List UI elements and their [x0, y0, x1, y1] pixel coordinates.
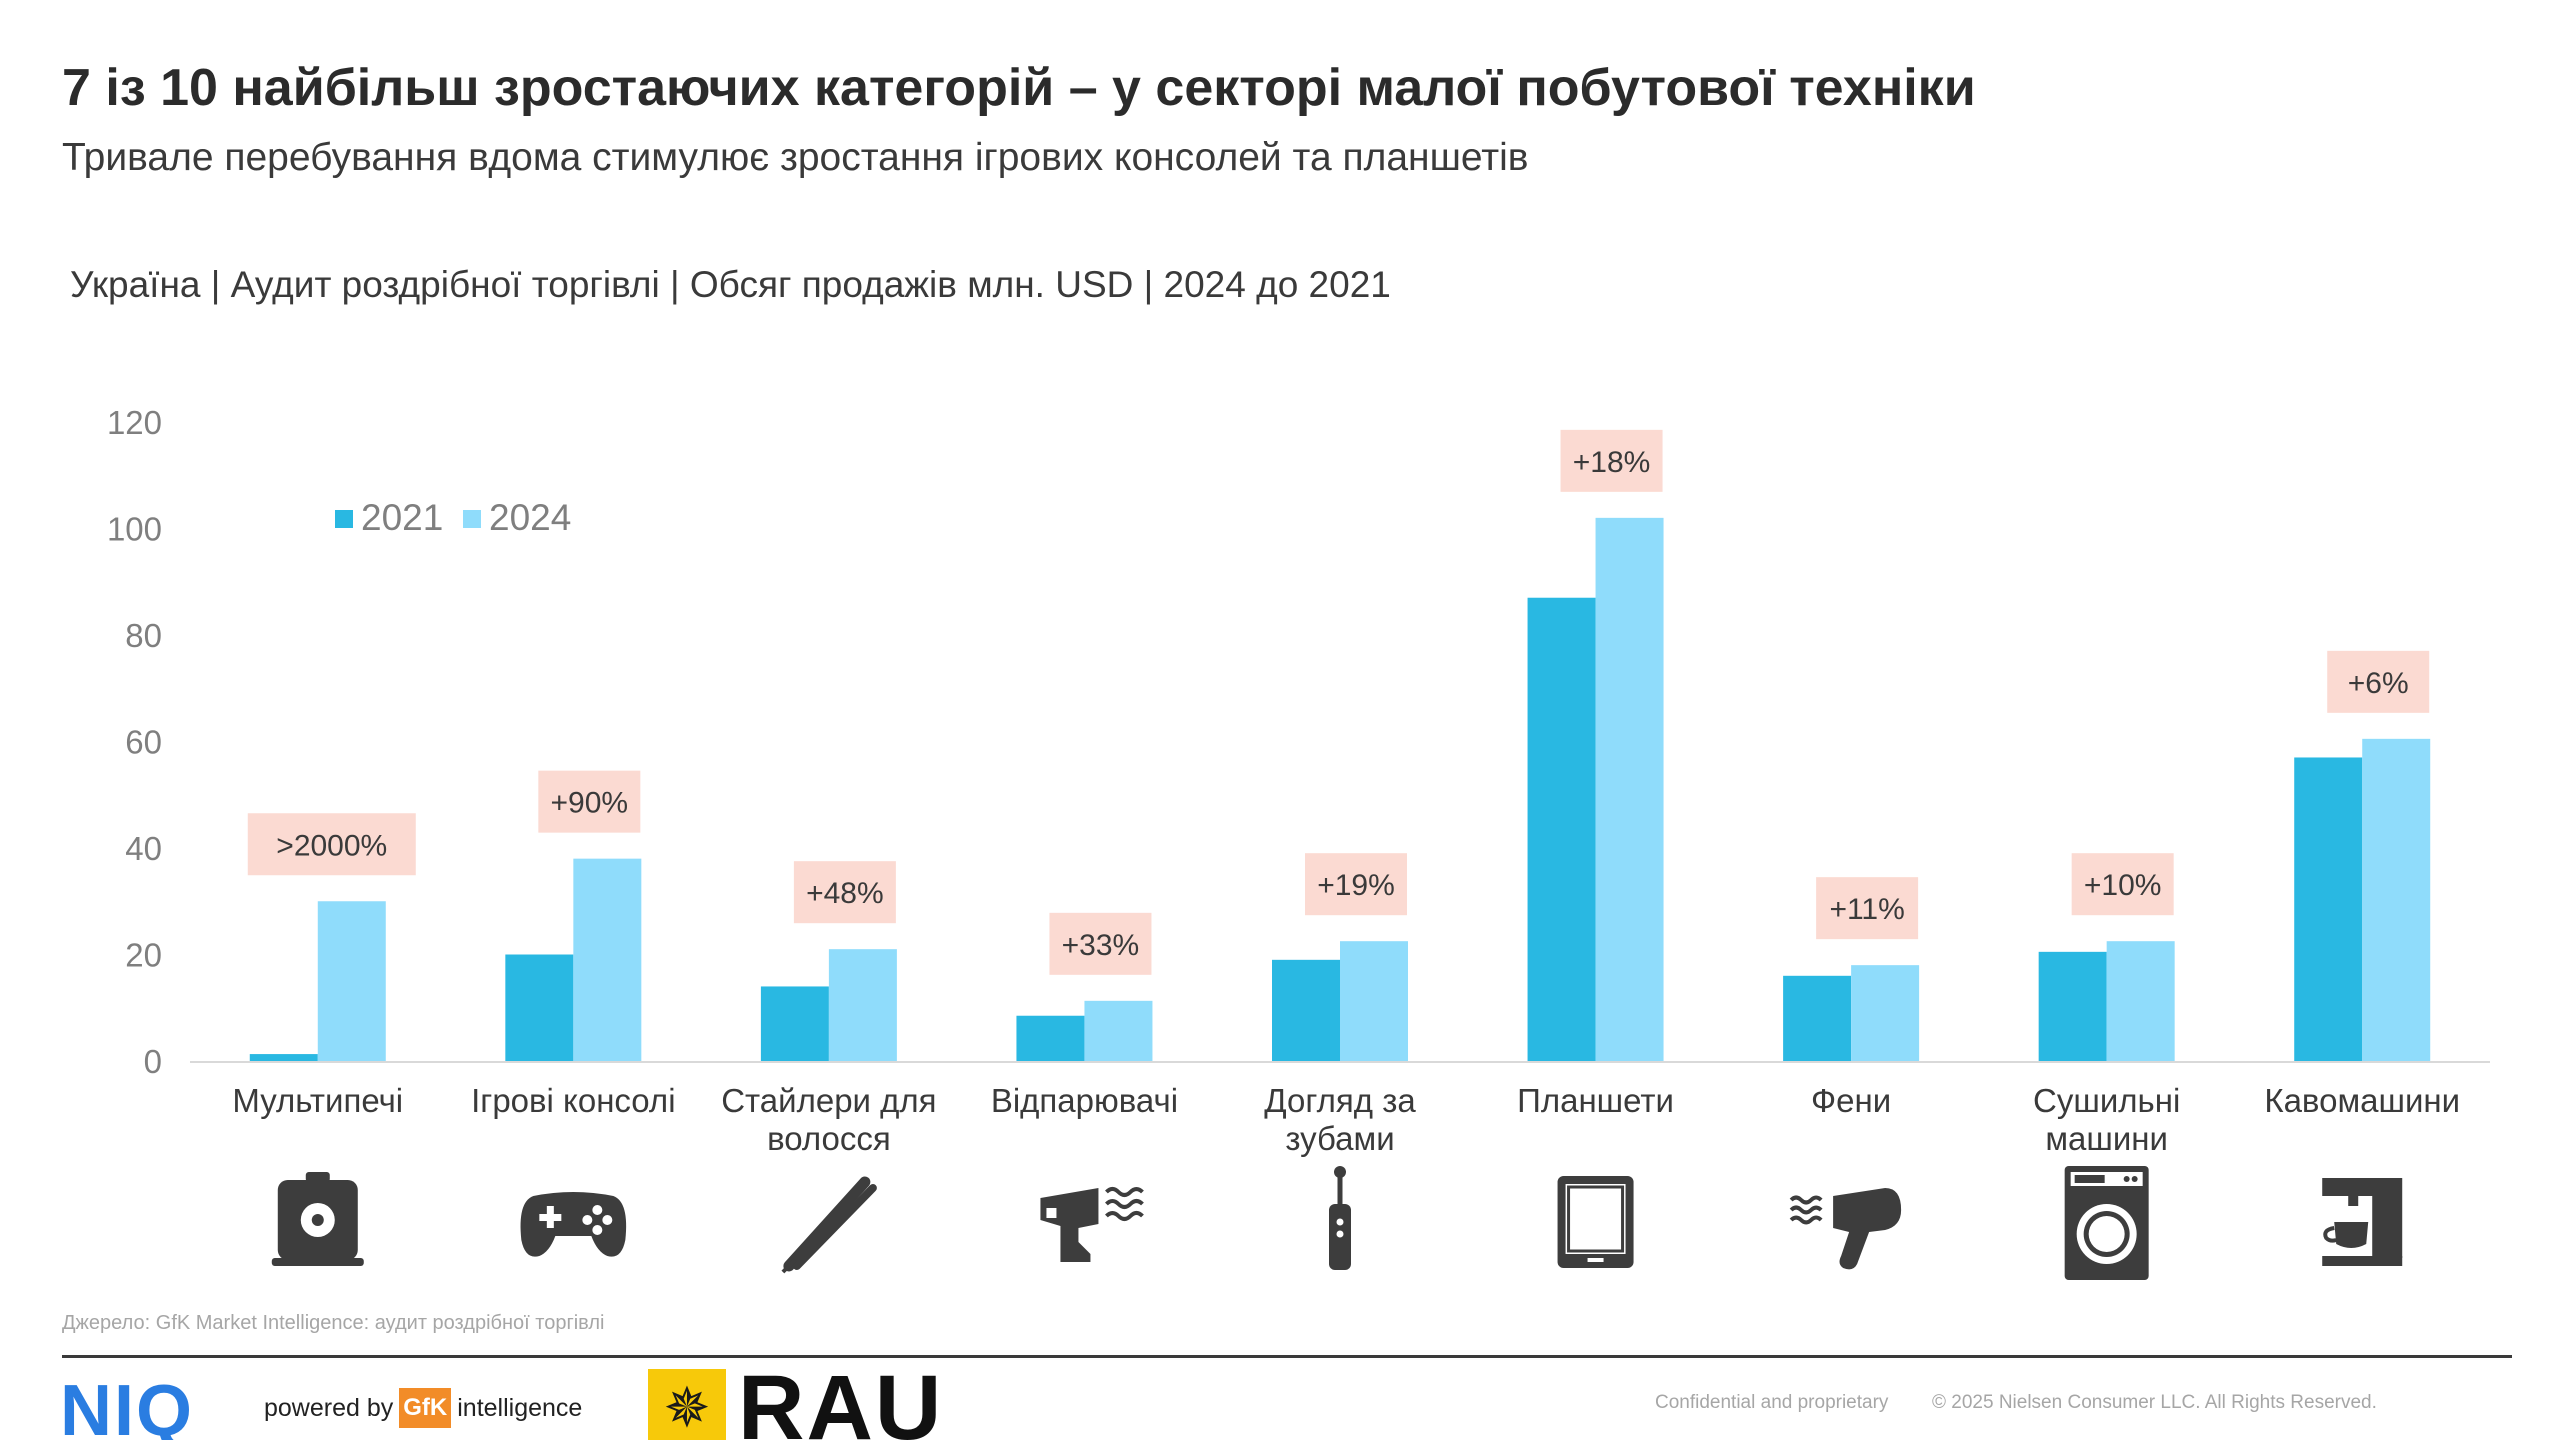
bar-2024: [828, 949, 897, 1061]
growth-label: +10%: [2084, 869, 2162, 902]
legend-swatch-2021: [335, 510, 353, 528]
legend-label-2024: 2024: [489, 497, 571, 538]
growth-label-bg: [2071, 853, 2174, 916]
bar-chart: 0 20 40 60 80 100 120 2021 2024 >2000% Мультипечі +…: [107, 404, 2490, 1280]
bar-2024: [1851, 965, 1920, 1061]
category-label: Стайлери для: [721, 1082, 936, 1119]
growth-label-bg: [2327, 650, 2430, 713]
page-subtitle: Тривале перебування вдома стимулює зрост…: [62, 136, 1529, 179]
bar-2024: [2362, 738, 2431, 1061]
category-label: зубами: [1285, 1120, 1394, 1157]
category-group: +11% Фени: [1783, 877, 1920, 1119]
category-label: Кавомашини: [2264, 1082, 2460, 1119]
y-tick-label: 0: [144, 1043, 162, 1080]
electric-toothbrush-icon: [1329, 1166, 1351, 1270]
growth-label-bg: [1049, 912, 1152, 975]
bar-2021: [2038, 951, 2107, 1061]
bar-2024: [317, 901, 386, 1061]
category-label: Мультипечі: [232, 1082, 403, 1119]
category-label: Догляд за: [1264, 1082, 1416, 1119]
dryer-machine-icon: [2064, 1166, 2149, 1280]
legend-swatch-2024: [463, 510, 481, 528]
intelligence-text: intelligence: [457, 1393, 583, 1422]
bar-2021: [249, 1054, 318, 1061]
category-label: Сушильні: [2033, 1082, 2180, 1119]
growth-label-bg: [247, 813, 416, 876]
bar-2021: [1016, 1015, 1085, 1061]
growth-label: +11%: [1829, 893, 1904, 926]
bar-2021: [1272, 959, 1340, 1061]
category-label: Відпарювачі: [991, 1082, 1178, 1119]
growth-label-bg: [1816, 877, 1919, 940]
bar-2024: [573, 858, 642, 1061]
bar-2021: [1527, 597, 1596, 1061]
y-tick-label: 100: [107, 511, 162, 548]
category-group: +18% Планшети: [1517, 429, 1674, 1119]
growth-label: +48%: [806, 877, 884, 910]
y-tick-label: 40: [125, 830, 162, 867]
growth-label: +90%: [551, 787, 629, 820]
gfk-logo: GfK: [399, 1388, 452, 1428]
growth-label: +6%: [2348, 667, 2409, 700]
hair-dryer-icon: [1789, 1188, 1902, 1270]
legend: 2021 2024: [335, 497, 571, 538]
growth-label: +33%: [1062, 929, 1140, 962]
category-label: Планшети: [1517, 1082, 1674, 1119]
gamepad-icon: [520, 1192, 627, 1257]
category-label: машини: [2045, 1120, 2168, 1157]
growth-label: +18%: [1573, 446, 1651, 479]
bar-2021: [1783, 975, 1852, 1061]
confidential-note: Confidential and proprietary: [1655, 1392, 1889, 1413]
tablet-icon: [1557, 1176, 1634, 1268]
bar-2021: [760, 986, 829, 1061]
growth-label-bg: [1560, 429, 1663, 492]
y-tick-label: 120: [107, 404, 162, 441]
footer-divider: [62, 1355, 2512, 1358]
rau-logo: ✵ RAU: [648, 1362, 943, 1440]
page-title: 7 із 10 найбільш зростаючих категорій – …: [62, 59, 1976, 117]
y-tick-label: 20: [125, 937, 162, 974]
multicooker-icon: [271, 1172, 364, 1266]
category-group: >2000% Мультипечі: [232, 813, 416, 1119]
growth-label: +19%: [1317, 869, 1395, 902]
growth-label: >2000%: [276, 829, 387, 862]
growth-label-bg: [538, 770, 641, 833]
rau-text: RAU: [738, 1357, 944, 1440]
y-tick-label: 60: [125, 724, 162, 761]
bar-2021: [2294, 757, 2363, 1061]
chart-context: Україна | Аудит роздрібної торгівлі | Об…: [70, 264, 1391, 305]
category-group: +90% Ігрові консолі: [471, 770, 676, 1119]
category-label: Ігрові консолі: [471, 1082, 675, 1119]
coffee-machine-icon: [2322, 1178, 2403, 1266]
growth-label-bg: [793, 861, 896, 924]
category-group: +33% Відпарювачі: [991, 912, 1178, 1119]
niq-logo: NIQ: [60, 1371, 195, 1440]
legend-label-2021: 2021: [361, 497, 443, 538]
bar-2021: [505, 954, 574, 1061]
steamer-icon: [1040, 1187, 1144, 1262]
bar-2024: [2106, 941, 2175, 1061]
category-label: волосся: [767, 1120, 891, 1157]
bar-2024: [1595, 517, 1664, 1061]
y-tick-label: 80: [125, 617, 162, 654]
hair-straightener-icon: [781, 1176, 877, 1274]
source-note: Джерело: GfK Market Intelligence: аудит …: [62, 1312, 605, 1334]
category-group: +6% Кавомашини: [2264, 650, 2460, 1119]
copyright-note: © 2025 Nielsen Consumer LLC. All Rights …: [1932, 1392, 2377, 1413]
bar-2024: [1084, 1000, 1153, 1061]
powered-by-gfk: powered by GfK intelligence: [264, 1388, 582, 1428]
bar-2024: [1340, 941, 1408, 1061]
rau-star-icon: ✵: [648, 1369, 726, 1440]
growth-label-bg: [1305, 853, 1407, 916]
category-label: Фени: [1811, 1082, 1891, 1119]
powered-by-text: powered by: [264, 1393, 394, 1422]
